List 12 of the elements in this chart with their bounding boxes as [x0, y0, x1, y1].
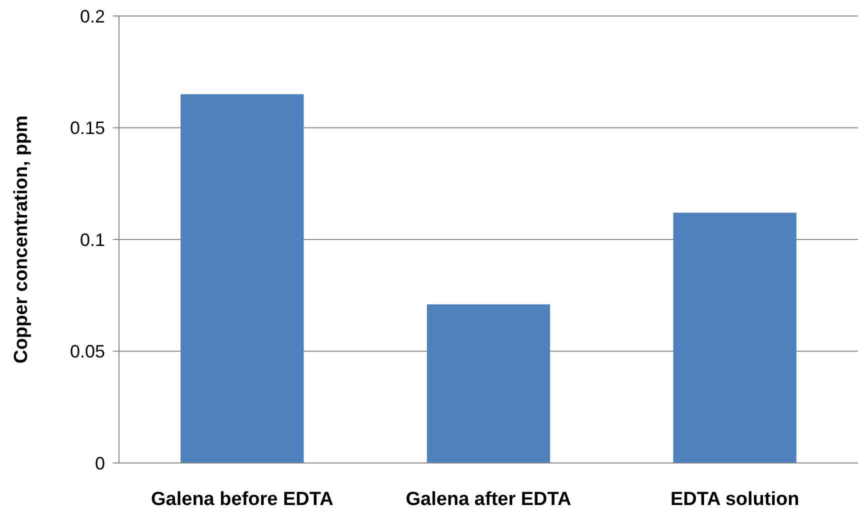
y-tick-label: 0.05	[70, 342, 105, 362]
y-tick-label: 0.15	[70, 118, 105, 138]
x-tick-label: EDTA solution	[670, 489, 800, 510]
bar	[426, 304, 550, 463]
y-axis-title: Copper concentration, ppm	[11, 115, 32, 364]
y-tick-label: 0.1	[80, 230, 105, 250]
x-tick-label: Galena before EDTA	[151, 489, 334, 510]
y-tick-label: 0.2	[80, 6, 105, 26]
x-tick-label: Galena after EDTA	[406, 489, 572, 510]
bar	[180, 94, 304, 463]
bar	[673, 212, 796, 463]
y-tick-label: 0	[94, 453, 105, 474]
